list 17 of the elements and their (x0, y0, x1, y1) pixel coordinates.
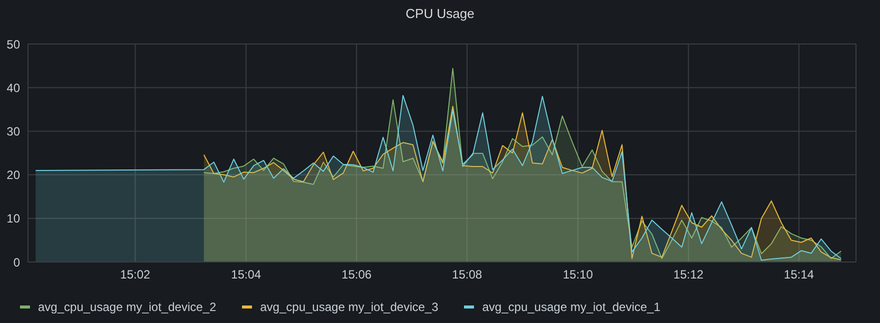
y-tick-label: 0 (13, 255, 20, 270)
legend-label: avg_cpu_usage my_iot_device_1 (482, 300, 660, 314)
x-tick-label: 15:04 (231, 268, 262, 282)
x-tick-label: 15:12 (673, 268, 704, 282)
y-tick-label: 10 (6, 212, 20, 226)
y-tick-label: 40 (6, 80, 20, 95)
x-tick-label: 15:10 (562, 268, 594, 282)
legend-label: avg_cpu_usage my_iot_device_2 (38, 300, 216, 314)
legend-label: avg_cpu_usage my_iot_device_3 (260, 300, 438, 314)
x-tick-label: 15:06 (342, 268, 372, 282)
y-tick-label: 20 (6, 168, 20, 182)
y-tick-label: 50 (6, 37, 20, 52)
x-tick-label: 15:08 (452, 268, 482, 282)
x-tick-label: 15:02 (120, 268, 151, 282)
y-tick-label: 30 (6, 124, 20, 138)
chart-title: CPU Usage (404, 6, 476, 21)
x-tick-label: 15:14 (784, 268, 814, 282)
